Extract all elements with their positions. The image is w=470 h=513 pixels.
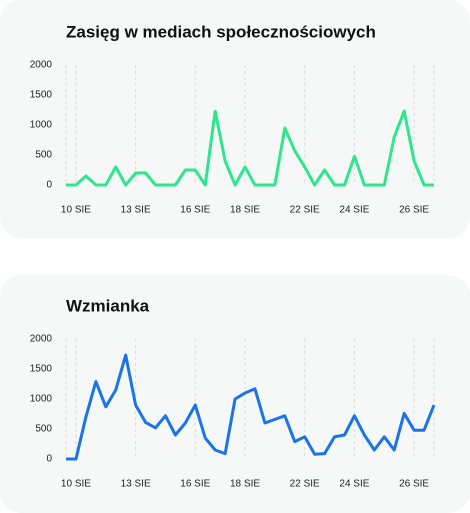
y-tick-label: 500 [35,150,52,161]
y-tick-label: 0 [46,454,52,465]
x-tick-label: 13 SIE [121,205,151,216]
x-tick-label: 24 SIE [339,479,369,490]
chart-title: Wzmianka [66,296,150,315]
chart-title: Zasięg w mediach społecznościowych [66,22,376,41]
x-tick-label: 18 SIE [230,205,260,216]
y-tick-label: 2000 [30,60,53,71]
y-tick-label: 1000 [30,120,53,131]
y-tick-label: 1000 [30,394,53,405]
x-tick-label: 10 SIE [61,479,91,490]
line [66,353,436,461]
x-tick-label: 10 SIE [61,205,91,216]
y-tick-label: 1500 [30,364,53,375]
x-tick-label: 22 SIE [290,205,320,216]
card [0,0,470,238]
y-tick-label: 1500 [30,90,53,101]
y-tick-label: 2000 [30,334,53,345]
x-tick-label: 18 SIE [230,479,260,490]
card [0,275,470,513]
x-tick-label: 24 SIE [339,205,369,216]
line [66,109,434,187]
x-tick-label: 26 SIE [399,205,429,216]
x-tick-label: 26 SIE [399,479,429,490]
x-tick-label: 22 SIE [290,479,320,490]
x-tick-label: 16 SIE [180,205,210,216]
x-tick-label: 16 SIE [180,479,210,490]
y-tick-label: 500 [35,424,52,435]
y-tick-label: 0 [46,180,52,191]
x-tick-label: 13 SIE [121,479,151,490]
